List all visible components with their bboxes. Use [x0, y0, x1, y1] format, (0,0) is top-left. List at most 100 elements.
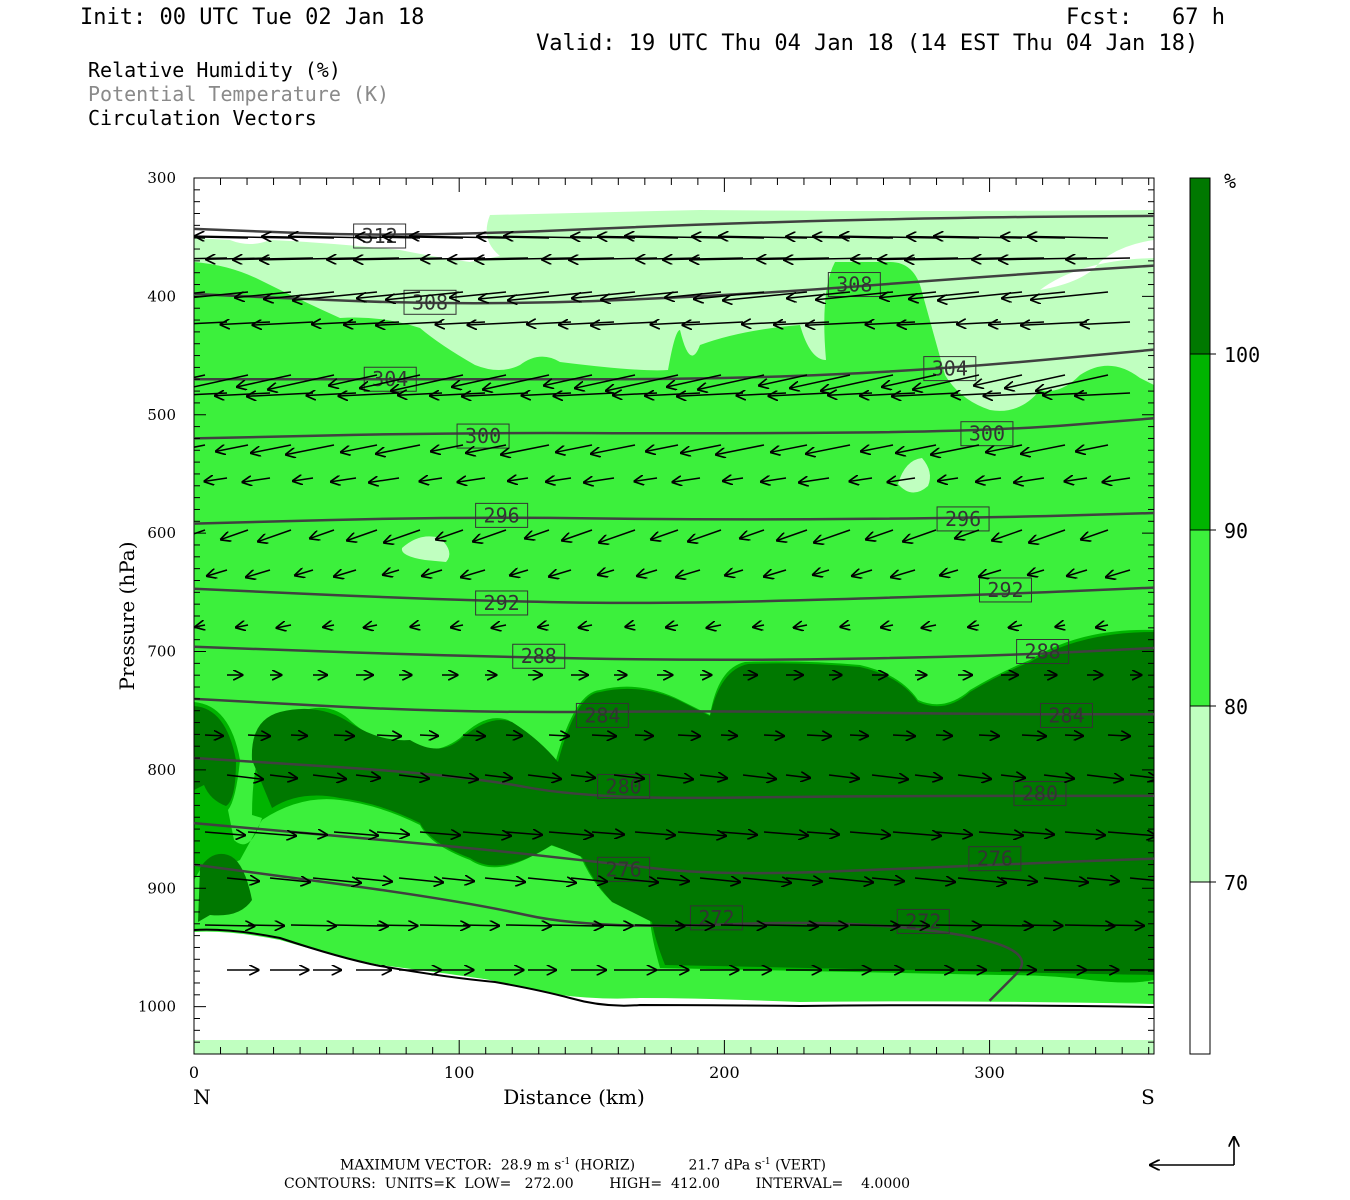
circulation-vector: [821, 374, 894, 391]
circulation-vector: [922, 625, 937, 628]
circulation-vector: [554, 393, 615, 396]
circulation-vector: [410, 236, 507, 238]
circulation-vector: [1075, 393, 1131, 396]
circulation-vector: [866, 529, 894, 539]
circulation-vector: [559, 322, 615, 325]
rh-70-80-patch-560: [898, 458, 930, 493]
circulation-vector: [269, 878, 310, 882]
circulation-vector: [790, 374, 851, 388]
circulation-vector: [771, 444, 808, 452]
theta-label-box: [978, 577, 1032, 603]
circulation-vector: [508, 478, 529, 481]
circulation-vector: [976, 478, 1002, 482]
circulation-vector: [1081, 529, 1109, 539]
theta-label-box: [475, 590, 529, 616]
y-tick-label-600: 600: [147, 524, 176, 542]
circulation-vector: [286, 444, 335, 455]
circulation-vector: [635, 478, 658, 481]
circulation-vector: [484, 775, 512, 778]
circulation-vector: [764, 570, 787, 577]
y-tick-label-900: 900: [147, 879, 176, 897]
circulation-vector: [466, 444, 507, 453]
circulation-vector: [1055, 625, 1065, 627]
circulation-vector: [1021, 322, 1088, 325]
circulation-vector: [505, 925, 551, 926]
horiz-tag: (HORIZ): [574, 1157, 636, 1174]
circulation-vector: [806, 832, 839, 835]
circulation-vector: [195, 625, 205, 627]
circulation-vector: [1067, 570, 1088, 576]
theta-label-text: 296: [484, 503, 520, 527]
theta-contour-296: [194, 511, 1154, 525]
circulation-vector: [828, 775, 859, 779]
contours-info: CONTOURS: UNITS=K LOW= 272.00 HIGH= 412.…: [284, 1176, 911, 1192]
circulation-vector: [656, 878, 689, 881]
theta-label-280-1: 280: [1013, 781, 1067, 807]
circulation-vector: [247, 735, 270, 736]
circulation-vector: [763, 925, 818, 926]
circulation-vector: [861, 444, 894, 451]
circulation-vector: [1064, 925, 1115, 926]
circulation-vector: [871, 775, 908, 779]
circulation-vector: [431, 444, 464, 451]
circulation-vector: [716, 444, 765, 455]
circulation-vector: [194, 374, 249, 388]
circulation-vector: [1009, 625, 1023, 628]
circulation-vector: [570, 775, 595, 778]
circulation-vector: [473, 529, 507, 542]
colorbar-90-100: [1190, 354, 1210, 530]
theta-contour-288: [194, 645, 1154, 662]
circulation-vector: [1107, 925, 1144, 926]
rh-100-plus-lower-region: [251, 632, 1154, 975]
theta-label-276-0: 276: [597, 856, 651, 882]
circulation-vector: [673, 478, 701, 482]
circulation-vector: [204, 925, 255, 926]
circulation-vector: [310, 529, 335, 538]
circulation-vector: [484, 878, 525, 882]
circulation-vector: [207, 570, 228, 576]
circulation-vector: [806, 322, 873, 325]
circulation-vector: [376, 322, 443, 325]
circulation-vector: [549, 570, 572, 577]
circulation-vector: [878, 258, 959, 260]
circulation-vector: [1076, 444, 1109, 451]
circulation-vector: [544, 374, 593, 386]
circulation-vector: [598, 570, 615, 575]
theta-label-288-1: 288: [1016, 639, 1070, 665]
horiz-value: 28.9: [500, 1157, 533, 1174]
circulation-vector: [1064, 735, 1083, 736]
circulation-vector: [204, 832, 245, 835]
colorbar-label-100: 100: [1224, 343, 1260, 367]
circulation-vector: [355, 775, 380, 778]
theta-label-box: [575, 702, 629, 728]
circulation-vector: [606, 374, 679, 391]
theta-label-box: [456, 423, 510, 449]
theta-label-text: 284: [1048, 703, 1084, 727]
circulation-vector: [441, 775, 478, 779]
circulation-vector: [419, 925, 470, 926]
circulation-vector: [376, 832, 409, 835]
circulation-vector: [339, 393, 400, 396]
circulation-vector: [938, 478, 959, 481]
legend-vectors: Circulation Vectors: [88, 106, 317, 130]
circulation-vector: [957, 878, 1006, 883]
circulation-vector: [849, 925, 900, 926]
circulation-vector: [341, 444, 378, 452]
circulation-vector: [723, 478, 744, 481]
circulation-vector: [978, 925, 1033, 926]
circulation-vector: [556, 444, 593, 452]
theta-label-text: 300: [465, 424, 501, 448]
circulation-vector: [1043, 878, 1088, 882]
circulation-vector: [376, 925, 418, 926]
circulation-vector: [935, 832, 972, 835]
circulation-vector: [646, 444, 679, 451]
circulation-vector: [978, 735, 999, 736]
circulation-vector: [575, 374, 636, 388]
legend-theta: Potential Temperature (K): [88, 82, 390, 106]
init-time: Init: 00 UTC Tue 02 Jan 18: [80, 5, 425, 30]
circulation-vector: [898, 322, 959, 325]
circulation-vector: [740, 529, 765, 538]
circulation-vector: [645, 393, 701, 396]
circulation-vector: [538, 625, 550, 627]
circulation-vector: [892, 832, 941, 836]
